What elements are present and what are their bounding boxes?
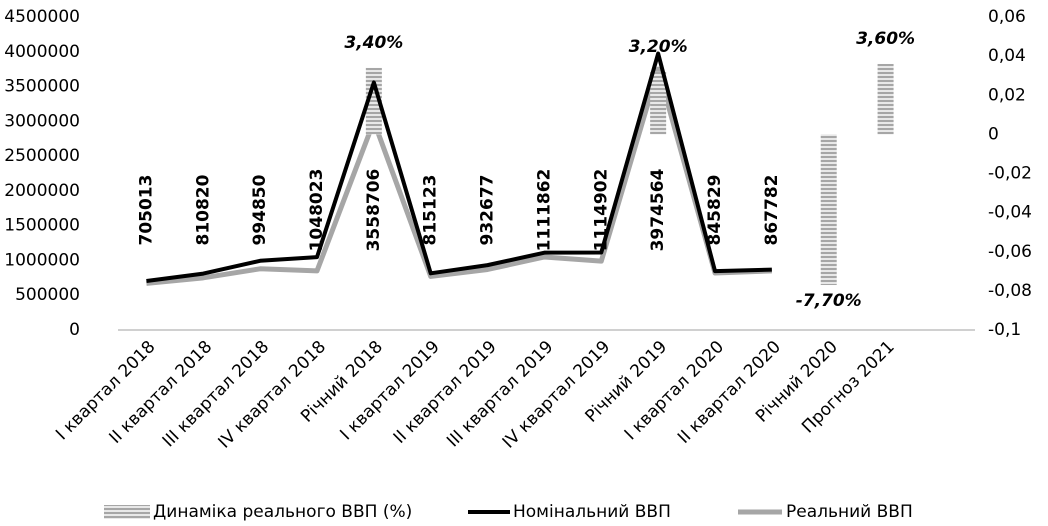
legend-label: Номінальний ВВП — [513, 502, 671, 522]
y2-tick-label: 0,06 — [988, 7, 1026, 27]
x-tick-label: IV квартал 2018 — [215, 337, 331, 453]
legend-swatch — [104, 505, 150, 519]
line — [146, 66, 772, 286]
x-tick-label: II квартал 2020 — [674, 337, 785, 448]
x-tick-label: I квартал 2019 — [336, 337, 443, 444]
y-tick-label: 0 — [69, 320, 80, 340]
y2-tick-label: -0,02 — [988, 164, 1032, 184]
y-tick-label: 2500000 — [4, 146, 80, 166]
bar-value-label: -7,70% — [796, 291, 862, 311]
y-tick-label: 4000000 — [4, 42, 80, 62]
x-tick-label: I квартал 2018 — [52, 337, 159, 444]
data-label: 1111862 — [534, 169, 554, 252]
y2-tick-label: -0,08 — [988, 281, 1032, 301]
line — [146, 51, 772, 283]
y2-tick-label: -0,06 — [988, 242, 1032, 262]
bar — [650, 71, 667, 135]
y-tick-label: 1500000 — [4, 216, 80, 236]
x-tick-label: I квартал 2020 — [621, 337, 728, 444]
y-tick-label: 3000000 — [4, 111, 80, 131]
legend-label: Реальний ВВП — [786, 502, 913, 522]
x-tick-label: II квартал 2018 — [105, 337, 216, 448]
data-label: 3974564 — [648, 168, 668, 251]
y-tick-label: 500000 — [15, 285, 80, 305]
y2-tick-label: -0,1 — [988, 320, 1021, 340]
data-label: 705013 — [136, 175, 156, 246]
y-tick-label: 3500000 — [4, 77, 80, 97]
y2-tick-label: 0,04 — [988, 46, 1026, 66]
y2-tick-label: 0 — [988, 124, 999, 144]
bar-value-label: 3,20% — [629, 37, 688, 57]
data-label: 845829 — [705, 175, 725, 246]
data-label: 994850 — [250, 174, 270, 245]
bar — [820, 134, 837, 286]
y-tick-label: 1000000 — [4, 250, 80, 270]
bar-value-label: 3,60% — [856, 29, 915, 49]
data-label: 1114902 — [591, 169, 611, 252]
data-label: 867782 — [762, 175, 782, 246]
data-label: 1048023 — [307, 169, 327, 252]
data-label: 932677 — [478, 175, 498, 246]
legend-label: Динаміка реального ВВП (%) — [153, 502, 412, 522]
y2-tick-label: -0,04 — [988, 203, 1032, 223]
bar — [877, 63, 894, 135]
y-tick-label: 2000000 — [4, 181, 80, 201]
data-label: 3558706 — [364, 169, 384, 252]
x-tick-label: IV квартал 2019 — [499, 337, 615, 453]
x-tick-label: III квартал 2018 — [159, 337, 273, 451]
bar — [365, 67, 382, 135]
bar-value-label: 3,40% — [344, 33, 403, 53]
data-label: 815123 — [421, 175, 441, 246]
data-label: 810820 — [193, 174, 213, 245]
x-tick-label: II квартал 2019 — [390, 337, 501, 448]
y-tick-label: 4500000 — [4, 7, 80, 27]
x-tick-label: III квартал 2019 — [443, 337, 557, 451]
y2-tick-label: 0,02 — [988, 85, 1026, 105]
